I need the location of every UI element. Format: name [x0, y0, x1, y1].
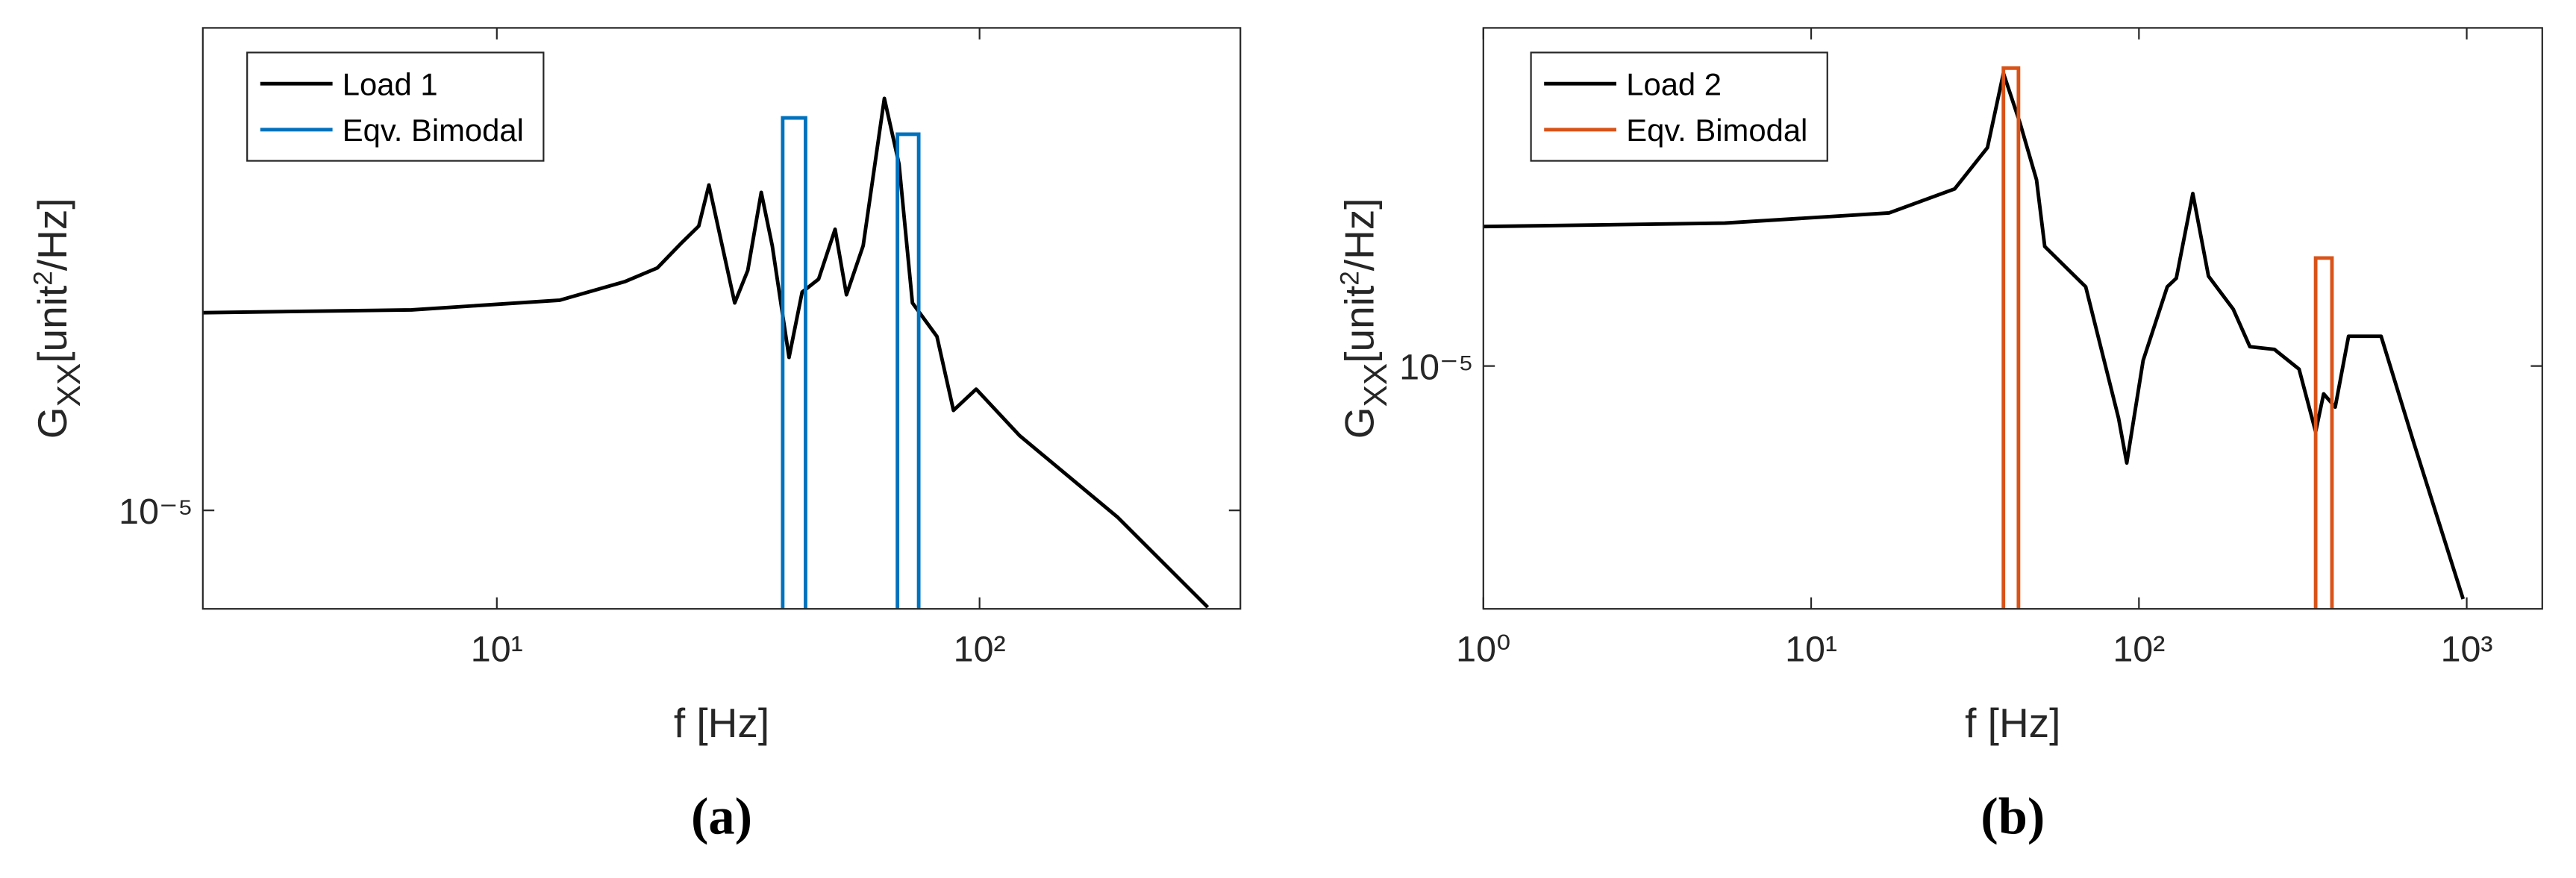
y-axis-label-part: 2	[1336, 271, 1365, 286]
legend-label: Eqv. Bimodal	[1626, 113, 1807, 148]
x-tick-label: 10²	[2113, 630, 2165, 670]
x-tick-label: 10⁰	[1456, 630, 1510, 670]
legend: Load 1 Eqv. Bimodal	[246, 51, 545, 162]
legend-box	[246, 51, 545, 162]
y-axis-label-part: [unit	[1336, 286, 1382, 363]
x-tick-label: 10²	[954, 630, 1006, 670]
y-axis-label-part: [unit	[29, 286, 75, 363]
legend-label: Load 1	[343, 67, 438, 102]
panel-label: (b)	[1981, 788, 2045, 846]
legend-box	[1530, 51, 1828, 162]
legend: Load 2 Eqv. Bimodal	[1530, 51, 1828, 162]
panel: 10¹ 10² 10⁻⁵ Load 1 Eqv. Bimodal f [Hz] GXX[un…	[28, 27, 1242, 846]
x-tick-label: 10³	[2441, 630, 2493, 670]
band-pulse	[2313, 256, 2334, 609]
panel-label: (a)	[691, 788, 752, 846]
plot-frame	[201, 27, 1242, 610]
band-pulse	[895, 132, 921, 609]
x-axis-label: f [Hz]	[1965, 700, 2060, 746]
y-tick-label: 10⁻⁵	[119, 492, 193, 532]
y-axis-label-part: XX	[51, 363, 87, 407]
y-axis-label-part: G	[29, 407, 75, 439]
x-tick-label: 10¹	[471, 630, 523, 670]
y-axis-label: GXX[unit2/Hz]	[1336, 198, 1394, 439]
series-line	[1483, 71, 2466, 600]
series-line	[202, 96, 1210, 609]
y-axis-label-part: XX	[1357, 363, 1394, 407]
plot-frame	[1482, 27, 2543, 610]
data-layer	[202, 96, 1210, 609]
y-tick-label: 10⁻⁵	[1399, 347, 1473, 387]
band-pulse	[781, 116, 807, 609]
legend-label: Eqv. Bimodal	[343, 113, 524, 148]
panel: 10⁰ 10¹ 10² 10³ 10⁻⁵ Load 2 Eqv. Bimodal f [Hz]…	[1336, 27, 2543, 846]
x-axis-label: f [Hz]	[674, 700, 769, 746]
y-axis-label: GXX[unit2/Hz]	[28, 198, 87, 439]
band-pulse	[2001, 66, 2021, 609]
y-axis-label-part: G	[1336, 407, 1382, 439]
data-layer	[1483, 66, 2466, 609]
y-axis-label-part: 2	[28, 271, 57, 286]
y-axis-label-part: /Hz]	[1336, 198, 1382, 271]
y-axis-label-part: /Hz]	[29, 198, 75, 271]
legend-label: Load 2	[1626, 67, 1722, 102]
x-tick-label: 10¹	[1785, 630, 1837, 670]
